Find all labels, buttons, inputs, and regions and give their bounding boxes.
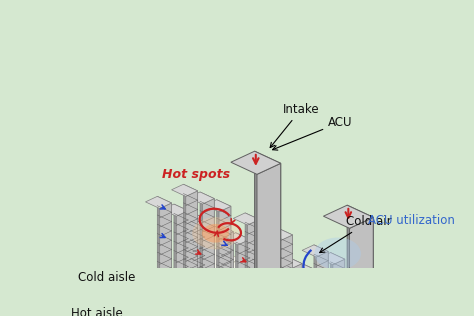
Polygon shape xyxy=(146,270,193,292)
Polygon shape xyxy=(330,252,345,316)
Polygon shape xyxy=(146,314,193,316)
Polygon shape xyxy=(205,200,231,212)
Polygon shape xyxy=(160,203,172,292)
Polygon shape xyxy=(231,151,281,174)
Polygon shape xyxy=(311,303,359,316)
Polygon shape xyxy=(264,281,311,303)
Text: Cold air: Cold air xyxy=(319,215,392,252)
Text: Perforated tile: Perforated tile xyxy=(0,315,1,316)
Polygon shape xyxy=(281,235,292,316)
Polygon shape xyxy=(162,204,188,216)
Polygon shape xyxy=(264,303,311,316)
Polygon shape xyxy=(257,163,281,295)
Polygon shape xyxy=(146,196,172,209)
Polygon shape xyxy=(219,206,231,295)
Polygon shape xyxy=(219,225,233,315)
Polygon shape xyxy=(224,233,250,245)
Text: Plenum: Plenum xyxy=(0,315,1,316)
Polygon shape xyxy=(176,211,188,300)
Polygon shape xyxy=(333,259,345,316)
Text: Hot spots: Hot spots xyxy=(162,168,230,181)
Polygon shape xyxy=(245,213,259,303)
Polygon shape xyxy=(319,252,345,265)
Polygon shape xyxy=(51,314,98,316)
Polygon shape xyxy=(172,184,198,196)
Polygon shape xyxy=(122,303,169,316)
Polygon shape xyxy=(262,221,276,311)
Polygon shape xyxy=(240,314,288,316)
Text: ACU utilization: ACU utilization xyxy=(368,214,455,227)
Polygon shape xyxy=(200,192,214,282)
Polygon shape xyxy=(247,220,259,309)
Polygon shape xyxy=(292,265,319,277)
Polygon shape xyxy=(74,303,122,316)
Polygon shape xyxy=(314,245,328,316)
Polygon shape xyxy=(179,212,205,224)
Polygon shape xyxy=(264,227,276,316)
Polygon shape xyxy=(217,200,231,290)
Ellipse shape xyxy=(314,238,361,270)
Polygon shape xyxy=(240,240,266,252)
Polygon shape xyxy=(193,270,240,292)
Polygon shape xyxy=(307,271,319,316)
Polygon shape xyxy=(217,259,264,281)
Polygon shape xyxy=(349,217,373,316)
Polygon shape xyxy=(193,292,240,314)
Polygon shape xyxy=(98,292,146,314)
Polygon shape xyxy=(186,191,198,280)
Polygon shape xyxy=(316,252,328,316)
Polygon shape xyxy=(174,204,188,295)
Polygon shape xyxy=(236,233,250,316)
Polygon shape xyxy=(290,264,302,316)
Text: ACU: ACU xyxy=(273,116,353,150)
Polygon shape xyxy=(191,212,205,302)
Polygon shape xyxy=(323,205,373,228)
Polygon shape xyxy=(288,292,335,314)
Ellipse shape xyxy=(192,217,239,249)
Polygon shape xyxy=(193,218,205,308)
Polygon shape xyxy=(193,248,240,270)
Polygon shape xyxy=(278,228,292,316)
Polygon shape xyxy=(193,314,240,316)
Polygon shape xyxy=(266,228,292,240)
Polygon shape xyxy=(183,184,198,275)
Polygon shape xyxy=(169,259,217,281)
Polygon shape xyxy=(188,192,214,204)
Polygon shape xyxy=(347,205,373,316)
Polygon shape xyxy=(169,281,217,303)
Polygon shape xyxy=(255,151,281,284)
Polygon shape xyxy=(146,292,193,314)
Text: Intake: Intake xyxy=(270,102,319,148)
Text: Hot aisle: Hot aisle xyxy=(71,307,123,316)
Polygon shape xyxy=(217,281,264,303)
Polygon shape xyxy=(304,265,319,316)
Ellipse shape xyxy=(202,224,229,243)
Polygon shape xyxy=(255,247,266,316)
Polygon shape xyxy=(302,245,328,257)
Polygon shape xyxy=(233,213,259,225)
Polygon shape xyxy=(276,257,302,269)
Polygon shape xyxy=(238,239,250,316)
Polygon shape xyxy=(252,240,266,316)
Polygon shape xyxy=(221,232,233,316)
Polygon shape xyxy=(202,198,214,288)
Polygon shape xyxy=(335,314,383,316)
Polygon shape xyxy=(250,221,276,233)
Polygon shape xyxy=(288,257,302,316)
Polygon shape xyxy=(122,281,169,303)
Polygon shape xyxy=(240,270,288,292)
Polygon shape xyxy=(240,292,288,314)
Polygon shape xyxy=(157,196,172,287)
Polygon shape xyxy=(207,225,233,237)
Polygon shape xyxy=(98,314,146,316)
Polygon shape xyxy=(169,303,217,316)
Polygon shape xyxy=(217,303,264,316)
Polygon shape xyxy=(288,314,335,316)
Text: Cold aisle: Cold aisle xyxy=(78,271,135,284)
